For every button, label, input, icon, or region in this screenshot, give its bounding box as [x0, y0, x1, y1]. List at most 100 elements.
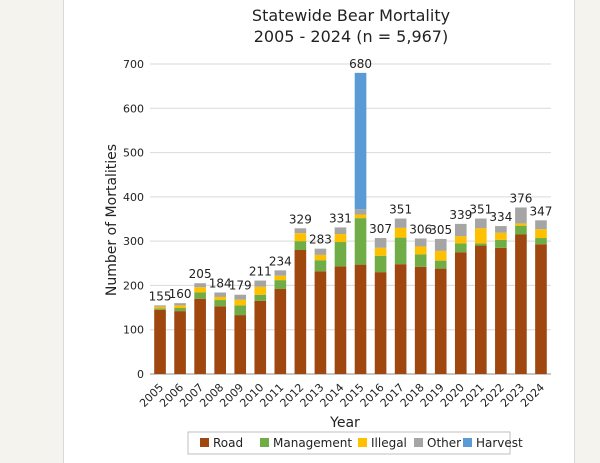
total-label-2018: 306 — [409, 222, 432, 236]
bar-illegal-2008 — [214, 296, 226, 301]
bar-illegal-2018 — [414, 246, 427, 255]
total-label-2023: 376 — [509, 191, 532, 205]
x-tick-label-2024: 2024 — [518, 381, 547, 410]
y-tick-label: 200 — [123, 279, 144, 292]
bar-other-2007 — [194, 283, 206, 288]
bar-other-2020 — [454, 223, 467, 237]
legend-label-management: Management — [273, 436, 352, 450]
bar-other-2011 — [274, 270, 287, 276]
bar-illegal-2022 — [495, 232, 507, 240]
bar-harvest-2015 — [354, 72, 367, 210]
y-tick-label: 0 — [137, 368, 144, 381]
x-axis-ticks: 2005200620072008200920102011201220132014… — [137, 381, 547, 410]
bar-other-2012 — [294, 228, 307, 234]
legend-swatch-management — [260, 438, 269, 447]
bar-road-2015 — [354, 264, 367, 374]
bar-other-2023 — [515, 207, 527, 224]
bar-road-2022 — [495, 247, 507, 374]
bar-illegal-2023 — [515, 223, 527, 226]
total-label-2021: 351 — [469, 203, 492, 217]
chart-card: Statewide Bear Mortality 2005 - 2024 (n … — [63, 0, 575, 463]
y-axis-title: Number of Mortalities — [104, 144, 120, 296]
legend-label-illegal: Illegal — [371, 436, 407, 450]
bar-management-2007 — [194, 292, 206, 299]
bar-road-2010 — [254, 300, 267, 374]
total-label-2024: 347 — [530, 204, 553, 218]
bar-management-2017 — [394, 237, 407, 265]
total-label-2009: 179 — [229, 279, 252, 293]
y-tick-label: 400 — [123, 191, 144, 204]
bar-management-2010 — [254, 294, 267, 301]
bar-illegal-2013 — [314, 254, 327, 261]
chart-subtitle: 2005 - 2024 (n = 5,967) — [254, 27, 448, 46]
bar-road-2009 — [234, 315, 247, 374]
y-tick-label: 300 — [123, 235, 144, 248]
bar-road-2021 — [475, 245, 487, 374]
bar-management-2014 — [334, 242, 347, 267]
bar-road-2017 — [394, 264, 407, 374]
bar-management-2019 — [434, 260, 447, 269]
bar-road-2023 — [515, 234, 527, 374]
bar-road-2016 — [374, 272, 387, 374]
bar-management-2018 — [414, 254, 427, 267]
bar-management-2011 — [274, 280, 287, 289]
legend-swatch-road — [200, 438, 209, 447]
bar-other-2022 — [495, 226, 507, 233]
bar-other-2018 — [414, 238, 427, 247]
total-label-2005: 155 — [149, 289, 172, 303]
bar-road-2008 — [214, 306, 226, 374]
total-label-2007: 205 — [189, 267, 212, 281]
legend-swatch-harvest — [463, 438, 472, 447]
y-tick-label: 700 — [123, 58, 144, 71]
legend-box — [187, 431, 511, 455]
bar-management-2005 — [154, 308, 166, 310]
legend: Road Management Illegal Other Harvest — [200, 436, 523, 450]
bar-other-2014 — [334, 227, 347, 235]
bar-illegal-2017 — [394, 227, 407, 238]
mortality-chart: Statewide Bear Mortality 2005 - 2024 (n … — [104, 6, 553, 455]
bar-management-2008 — [214, 300, 226, 307]
total-label-2010: 211 — [249, 265, 272, 279]
y-axis-ticks: 0 100 200 300 400 500 600 700 — [123, 58, 144, 381]
bar-road-2012 — [294, 250, 307, 374]
bar-road-2018 — [414, 266, 427, 374]
total-label-2019: 305 — [429, 223, 452, 237]
bar-road-2024 — [535, 244, 547, 374]
total-label-2013: 283 — [309, 233, 332, 247]
bar-management-2013 — [314, 260, 327, 272]
total-label-2006: 160 — [169, 287, 192, 301]
bar-management-2021 — [475, 243, 487, 246]
bar-other-2005 — [154, 305, 166, 307]
bar-road-2014 — [334, 266, 347, 374]
y-tick-label: 500 — [123, 147, 144, 160]
bar-illegal-2012 — [294, 233, 307, 242]
bar-road-2005 — [154, 309, 166, 374]
bar-illegal-2021 — [475, 228, 487, 244]
total-label-2020: 339 — [449, 208, 472, 222]
bar-management-2024 — [535, 238, 547, 245]
legend-label-other: Other — [427, 436, 461, 450]
y-tick-label: 100 — [123, 324, 144, 337]
bar-other-2010 — [254, 280, 267, 287]
bar-other-2015 — [354, 209, 367, 215]
bar-illegal-2024 — [535, 229, 547, 239]
bar-other-2016 — [374, 238, 387, 248]
bar-management-2022 — [495, 239, 507, 248]
bar-other-2017 — [394, 218, 407, 228]
bar-other-2013 — [314, 248, 327, 255]
bar-illegal-2015 — [354, 214, 367, 219]
bar-road-2013 — [314, 271, 327, 374]
bar-illegal-2007 — [194, 287, 206, 293]
y-tick-label: 600 — [123, 102, 144, 115]
bars — [154, 72, 547, 374]
bar-illegal-2009 — [234, 299, 247, 306]
bar-road-2007 — [194, 298, 206, 374]
bar-other-2006 — [174, 303, 186, 306]
chart-title: Statewide Bear Mortality — [252, 6, 450, 25]
bar-road-2006 — [174, 311, 186, 374]
total-label-2012: 329 — [289, 212, 312, 226]
bar-other-2019 — [434, 238, 447, 251]
bar-other-2008 — [214, 292, 226, 297]
bar-management-2006 — [174, 308, 186, 312]
bar-management-2012 — [294, 241, 307, 250]
